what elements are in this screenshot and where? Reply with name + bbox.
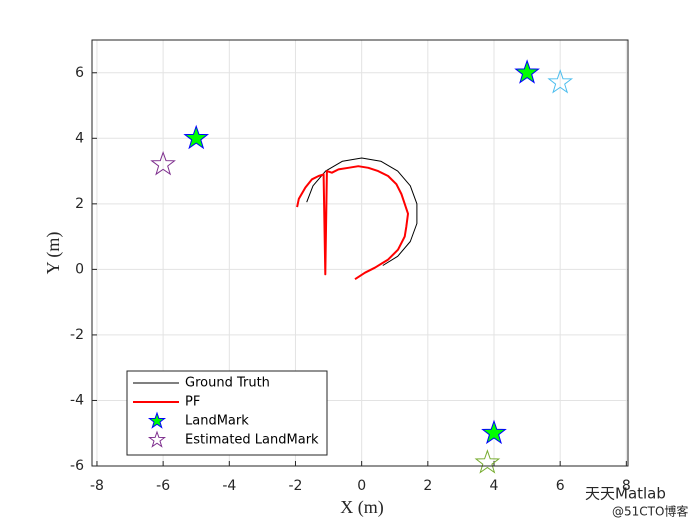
y-axis-label: Y (m) (43, 232, 64, 275)
legend-label: Ground Truth (185, 376, 270, 391)
y-tick-label: 6 (75, 65, 84, 81)
axes-box (91, 39, 629, 467)
watermark: 天天Matlab (585, 485, 666, 503)
x-tick-label: 8 (622, 478, 631, 494)
x-tick-label: -8 (90, 478, 104, 494)
x-tick-label: 4 (490, 478, 499, 494)
y-tick-label: 2 (75, 196, 84, 212)
watermark: @51CTO博客 (612, 504, 688, 519)
marker (514, 59, 540, 84)
x-tick-label: -4 (222, 478, 236, 494)
x-tick-label: 6 (556, 478, 565, 494)
line (306, 157, 418, 266)
x-axis-label: X (m) (340, 497, 384, 518)
line (296, 165, 409, 281)
legend-label: Estimated LandMark (185, 433, 319, 448)
marker (547, 69, 574, 94)
x-tick-label: 0 (357, 478, 366, 494)
y-tick-label: 4 (75, 130, 84, 146)
marker (481, 419, 507, 445)
legend-symbol (147, 430, 167, 448)
x-tick-label: -6 (156, 478, 170, 494)
x-tick-label: -2 (288, 478, 302, 494)
y-tick-label: 0 (75, 261, 84, 277)
legend: Ground Truth PF LandMark Estimated LandMark (126, 370, 328, 456)
plot-area (150, 59, 574, 474)
marker (474, 449, 501, 474)
y-tick-label: -6 (70, 458, 84, 474)
legend-label: PF (185, 395, 200, 410)
y-tick-label: -2 (70, 327, 84, 343)
marker (150, 150, 176, 176)
marker (183, 124, 210, 150)
grid (92, 40, 628, 467)
legend-label: LandMark (185, 414, 249, 429)
x-tick-label: 2 (423, 478, 432, 494)
y-tick-label: -4 (70, 392, 84, 408)
legend-symbol (147, 411, 167, 429)
